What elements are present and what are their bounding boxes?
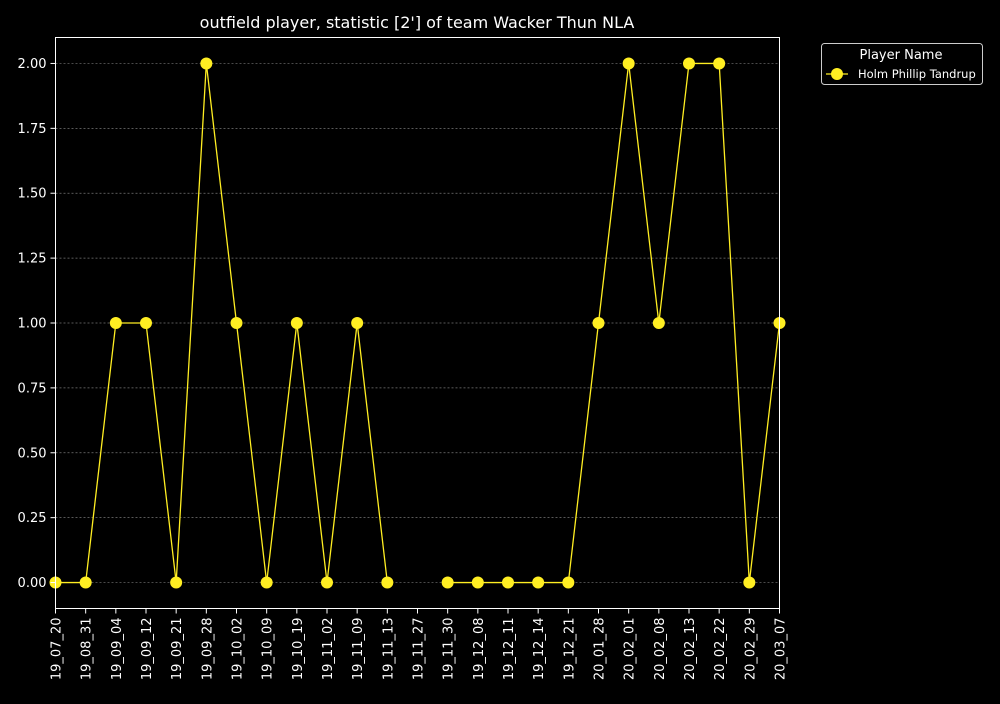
x-tick-label: 20_02_13: [683, 618, 698, 681]
data-point: [290, 317, 303, 329]
data-point: [592, 317, 605, 329]
x-tick-label: 20_02_29: [743, 618, 758, 681]
data-point: [683, 57, 695, 70]
y-tick-label: 0.00: [18, 576, 47, 591]
x-tick-label: 20_01_28: [593, 618, 608, 681]
x-tick-label: 19_10_19: [291, 618, 306, 681]
x-tick-label: 19_11_02: [321, 618, 336, 681]
x-tick-label: 20_02_08: [653, 618, 668, 681]
data-point: [532, 576, 545, 589]
x-tick-label: 19_09_28: [200, 618, 215, 681]
x-tick-label: 19_11_27: [412, 618, 427, 681]
y-tick-label: 1.25: [18, 252, 47, 267]
x-tick-label: 19_09_21: [170, 618, 185, 681]
data-point: [260, 576, 273, 589]
x-tick-label: 19_11_09: [351, 618, 366, 681]
data-point: [230, 317, 243, 329]
data-point: [200, 57, 213, 70]
y-tick-label: 0.50: [18, 446, 47, 461]
data-point: [562, 576, 575, 589]
legend-title: Player Name: [860, 48, 943, 63]
data-point: [502, 576, 514, 589]
data-point: [140, 317, 152, 329]
data-point: [622, 57, 635, 70]
legend-point-marker: [831, 68, 843, 80]
data-point: [381, 576, 394, 589]
x-tick-label: 19_11_13: [381, 618, 396, 681]
legend-entry-label: Holm Phillip Tandrup: [858, 67, 976, 81]
x-tick-label: 19_08_31: [80, 618, 95, 681]
data-point: [109, 317, 122, 329]
series-line: [55, 63, 388, 584]
data-point: [351, 317, 364, 329]
x-tick-label: 20_02_22: [713, 618, 728, 681]
y-tick-label: 0.75: [18, 381, 47, 396]
y-tick-label: 1.00: [18, 317, 47, 332]
x-tick-label: 19_07_20: [50, 618, 65, 681]
data-point: [79, 576, 92, 589]
chart-title: outfield player, statistic [2'] of team …: [200, 13, 635, 32]
x-axis: 19_07_20 19_08_31 19_09_04 19_09_12 19_09_21…: [50, 608, 789, 681]
x-tick-label: 19_12_11: [502, 618, 517, 681]
x-tick-label: 19_10_09: [261, 618, 276, 681]
y-axis: 0.00 0.25 0.50 0.75 1.00 1.25 1.50 1.75 2.00: [18, 57, 56, 591]
data-point: [321, 576, 333, 589]
data-point: [713, 57, 726, 70]
x-tick-label: 19_12_21: [562, 618, 577, 681]
x-tick-label: 19_09_12: [140, 618, 155, 681]
y-tick-label: 2.00: [18, 57, 47, 72]
x-tick-label: 20_03_07: [774, 618, 789, 681]
legend: Player Name Holm Phillip Tandrup: [821, 43, 983, 85]
grid-lines: [55, 63, 780, 583]
data-point: [743, 576, 756, 589]
data-point: [170, 576, 183, 589]
y-tick-label: 1.75: [18, 122, 47, 137]
x-tick-label: 19_11_30: [442, 618, 457, 681]
legend-frame: [821, 43, 983, 85]
data-point: [652, 317, 665, 329]
x-tick-label: 20_02_01: [623, 618, 638, 681]
y-tick-label: 1.50: [18, 187, 47, 202]
data-point: [441, 576, 454, 589]
x-tick-label: 19_12_14: [532, 618, 547, 681]
y-tick-label: 0.25: [18, 511, 47, 526]
data-point: [471, 576, 484, 589]
series-layer: [49, 57, 786, 589]
x-tick-label: 19_12_08: [472, 618, 487, 681]
x-tick-label: 19_09_04: [110, 618, 125, 681]
x-tick-label: 19_10_02: [231, 618, 246, 681]
